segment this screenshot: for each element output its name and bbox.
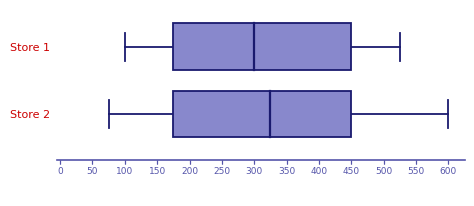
Bar <box>173 91 351 138</box>
Text: Store 1: Store 1 <box>10 42 50 52</box>
Text: Store 2: Store 2 <box>10 109 50 119</box>
Bar <box>173 24 351 71</box>
